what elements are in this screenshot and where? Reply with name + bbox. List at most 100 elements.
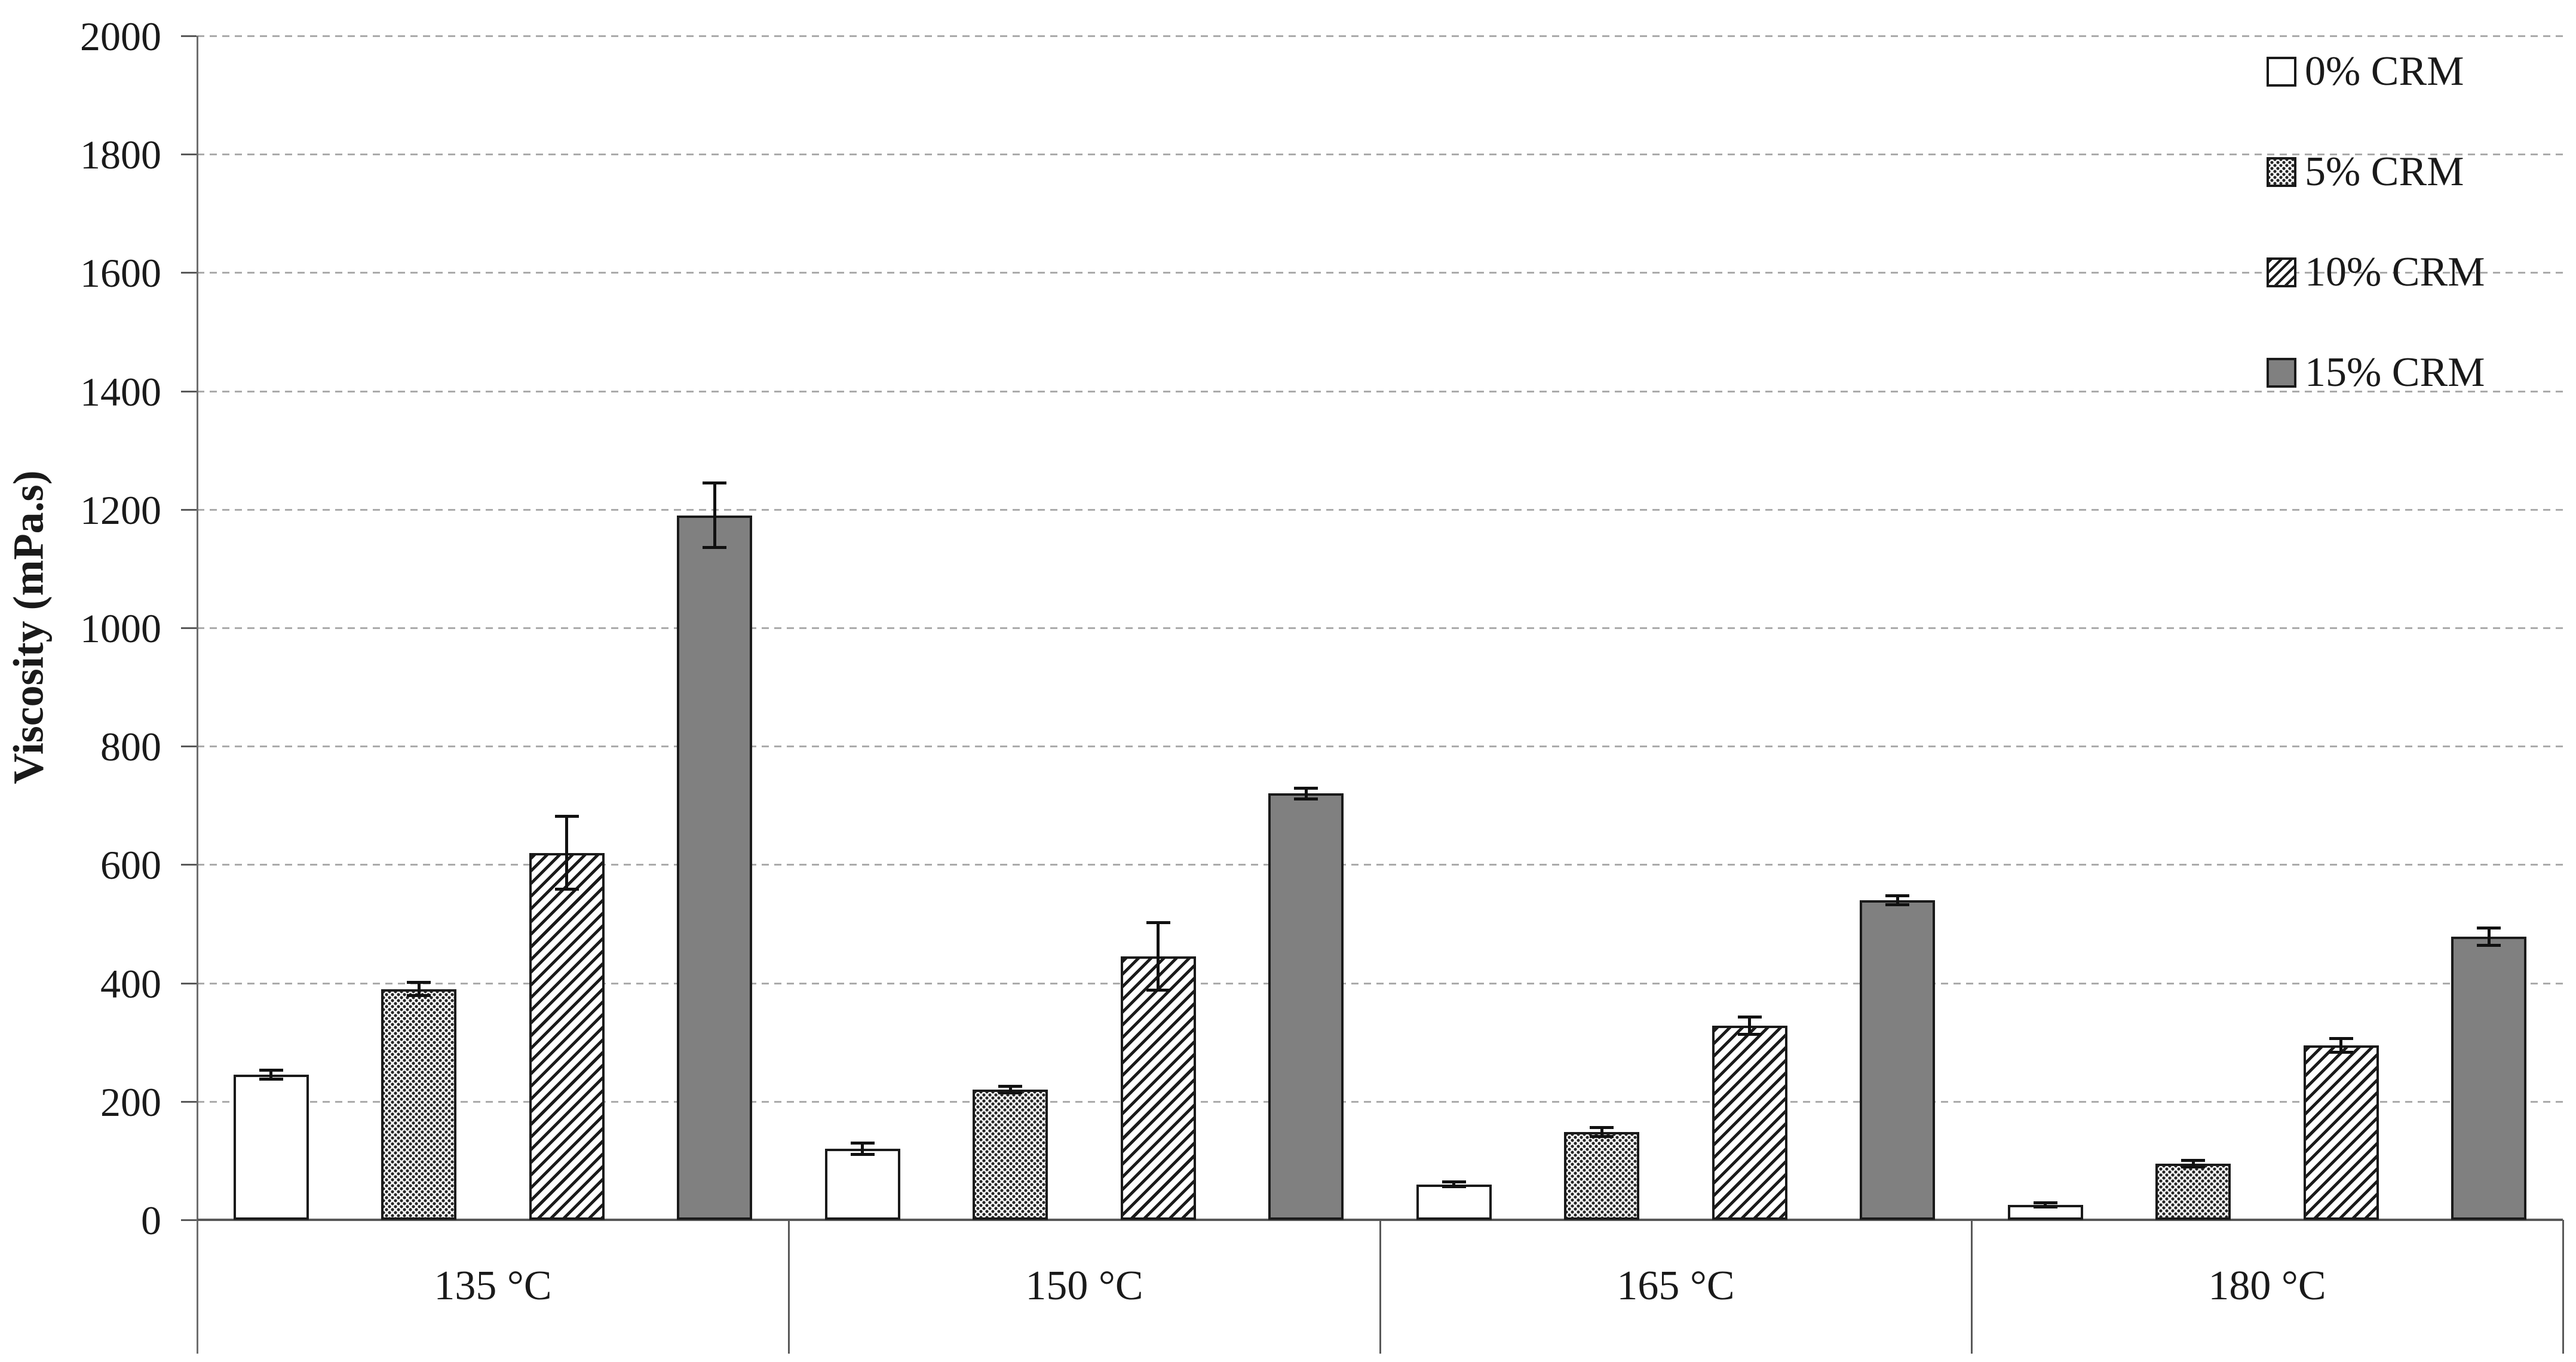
error-bar-cap-top bbox=[2477, 927, 2501, 930]
error-bar bbox=[713, 483, 716, 548]
error-bar-cap-bottom bbox=[2477, 944, 2501, 947]
error-bar-cap-bottom bbox=[259, 1078, 283, 1081]
error-bar-cap-top bbox=[998, 1085, 1023, 1088]
error-bar bbox=[1452, 1181, 1456, 1188]
y-tick-0 bbox=[181, 1219, 197, 1221]
y-axis-line bbox=[197, 36, 198, 1354]
bar-5CRM-150°C bbox=[973, 1089, 1048, 1220]
error-bar-cap-bottom bbox=[1737, 1032, 1762, 1036]
error-bar-cap-top bbox=[1737, 1016, 1762, 1019]
error-bar bbox=[2044, 1203, 2047, 1208]
error-bar-cap-top bbox=[703, 481, 727, 485]
bar-15CRM-180°C bbox=[2451, 937, 2527, 1220]
y-tick-600 bbox=[181, 864, 197, 866]
y-tick-400 bbox=[181, 982, 197, 984]
y-tick-label: 600 bbox=[100, 842, 161, 888]
y-tick-label: 400 bbox=[100, 961, 161, 1007]
gridline-1400 bbox=[197, 390, 2563, 392]
gridline-1800 bbox=[197, 154, 2563, 156]
error-bar bbox=[269, 1070, 273, 1080]
error-bar-cap-top bbox=[259, 1069, 283, 1072]
y-tick-800 bbox=[181, 746, 197, 748]
gridline-1000 bbox=[197, 627, 2563, 629]
category-separator bbox=[2562, 1220, 2564, 1354]
y-tick-2000 bbox=[181, 35, 197, 37]
bar-10CRM-135°C bbox=[529, 852, 605, 1220]
y-tick-1400 bbox=[181, 390, 197, 392]
legend-label: 10% CRM bbox=[2305, 249, 2485, 295]
error-bar bbox=[1008, 1086, 1012, 1093]
legend-label: 5% CRM bbox=[2305, 149, 2464, 195]
legend-swatch-solid-gray bbox=[2267, 358, 2296, 388]
error-bar bbox=[1600, 1127, 1603, 1137]
bar-0CRM-135°C bbox=[233, 1075, 309, 1220]
error-bar-cap-bottom bbox=[2329, 1050, 2353, 1054]
y-tick-label: 1400 bbox=[80, 369, 161, 415]
error-bar bbox=[1304, 787, 1308, 800]
error-bar-cap-top bbox=[2033, 1201, 2057, 1205]
legend-item-15CRM: 15% CRM bbox=[2267, 349, 2553, 395]
error-bar bbox=[2191, 1159, 2195, 1167]
y-tick-label: 200 bbox=[100, 1079, 161, 1125]
gridline-400 bbox=[197, 982, 2563, 984]
category-label: 150 °C bbox=[1025, 1263, 1143, 1309]
category-label: 165 °C bbox=[1617, 1263, 1735, 1309]
error-bar-cap-bottom bbox=[2033, 1205, 2057, 1209]
bar-0CRM-165°C bbox=[1416, 1184, 1492, 1220]
error-bar bbox=[1157, 922, 1160, 991]
legend-swatch-dots bbox=[2267, 157, 2296, 187]
bar-5CRM-165°C bbox=[1564, 1132, 1640, 1220]
error-bar-cap-bottom bbox=[850, 1152, 875, 1156]
gridline-200 bbox=[197, 1100, 2563, 1103]
error-bar bbox=[861, 1143, 864, 1155]
legend-label: 15% CRM bbox=[2305, 349, 2485, 395]
legend-label: 0% CRM bbox=[2305, 48, 2464, 94]
error-bar-cap-top bbox=[850, 1142, 875, 1145]
error-bar-cap-top bbox=[407, 980, 431, 984]
error-bar-cap-bottom bbox=[703, 546, 727, 550]
error-bar-cap-top bbox=[1146, 921, 1170, 924]
gridline-1200 bbox=[197, 508, 2563, 511]
bar-15CRM-135°C bbox=[677, 515, 753, 1220]
gridline-1600 bbox=[197, 272, 2563, 274]
error-bar-cap-top bbox=[1885, 894, 1910, 897]
y-tick-label: 1800 bbox=[80, 132, 161, 178]
error-bar-cap-top bbox=[1590, 1126, 1614, 1130]
category-separator bbox=[1379, 1220, 1381, 1354]
error-bar-cap-bottom bbox=[1294, 797, 1318, 801]
error-bar bbox=[2339, 1038, 2343, 1053]
legend-item-10CRM: 10% CRM bbox=[2267, 249, 2553, 295]
bar-15CRM-150°C bbox=[1268, 793, 1344, 1220]
error-bar-cap-top bbox=[554, 815, 579, 818]
legend-item-5CRM: 5% CRM bbox=[2267, 149, 2553, 195]
category-label: 180 °C bbox=[2208, 1263, 2326, 1309]
error-bar-cap-bottom bbox=[554, 888, 579, 891]
bar-5CRM-135°C bbox=[381, 989, 457, 1220]
error-bar bbox=[417, 981, 421, 996]
y-tick-label: 0 bbox=[141, 1198, 161, 1243]
bar-10CRM-150°C bbox=[1120, 956, 1196, 1220]
gridline-600 bbox=[197, 864, 2563, 866]
error-bar-cap-top bbox=[2181, 1158, 2206, 1162]
y-tick-label: 1000 bbox=[80, 606, 161, 651]
error-bar-cap-top bbox=[1294, 786, 1318, 790]
error-bar bbox=[565, 816, 569, 889]
error-bar bbox=[1748, 1017, 1752, 1035]
gridline-2000 bbox=[197, 35, 2563, 37]
category-separator bbox=[1971, 1220, 1973, 1354]
error-bar-cap-bottom bbox=[998, 1091, 1023, 1094]
bar-10CRM-165°C bbox=[1712, 1025, 1787, 1220]
y-tick-200 bbox=[181, 1100, 197, 1103]
y-tick-label: 1200 bbox=[80, 487, 161, 533]
category-label: 135 °C bbox=[434, 1263, 552, 1309]
y-tick-label: 800 bbox=[100, 724, 161, 770]
legend-swatch-diagonal-hatch bbox=[2267, 257, 2296, 287]
legend-item-0CRM: 0% CRM bbox=[2267, 48, 2553, 94]
error-bar-cap-bottom bbox=[1590, 1135, 1614, 1139]
y-tick-1000 bbox=[181, 627, 197, 629]
bar-5CRM-180°C bbox=[2155, 1163, 2231, 1220]
error-bar-cap-bottom bbox=[1146, 989, 1170, 992]
error-bar-cap-bottom bbox=[1885, 903, 1910, 906]
y-tick-label: 1600 bbox=[80, 250, 161, 296]
